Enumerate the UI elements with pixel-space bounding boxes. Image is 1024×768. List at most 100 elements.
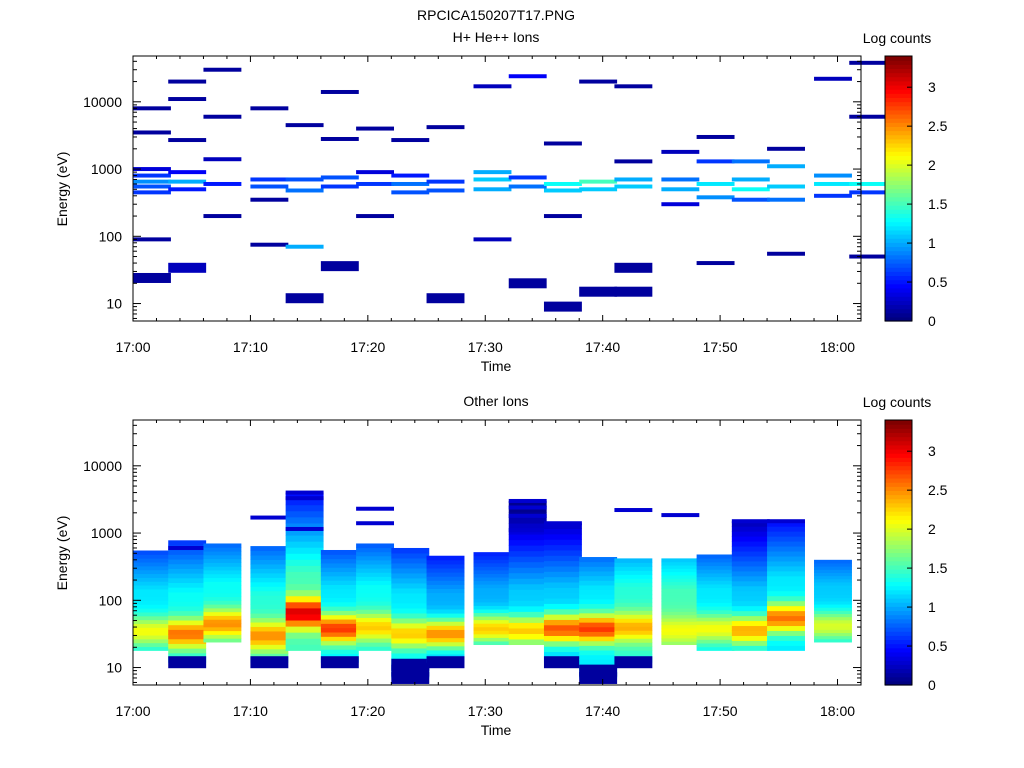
heatmap-cell bbox=[168, 563, 207, 569]
panel2-xlabel: Time bbox=[481, 722, 512, 738]
colorbar-tick-label: 0 bbox=[928, 313, 936, 329]
heatmap-cell bbox=[814, 616, 852, 621]
heatmap-cell bbox=[203, 569, 242, 575]
heatmap-cell bbox=[356, 506, 395, 511]
heatmap-cell bbox=[696, 572, 735, 578]
heatmap-cell bbox=[426, 572, 465, 577]
colorbar-swatch bbox=[885, 639, 912, 645]
heatmap-cell bbox=[203, 562, 242, 567]
heatmap-cell bbox=[661, 624, 700, 629]
colorbar-tick-label: 2.5 bbox=[928, 482, 948, 498]
colorbar-tick-label: 3 bbox=[928, 79, 936, 95]
colorbar-swatch bbox=[885, 577, 912, 583]
heatmap-cell bbox=[731, 560, 770, 567]
heatmap-cell bbox=[614, 508, 653, 513]
colorbar-swatch bbox=[885, 535, 912, 541]
colorbar-swatch bbox=[885, 80, 912, 86]
heatmap-cell bbox=[767, 610, 805, 617]
colorbar-swatch bbox=[885, 482, 912, 487]
heatmap-cell bbox=[203, 214, 242, 219]
heatmap-cell bbox=[614, 286, 653, 297]
heatmap-cell bbox=[579, 557, 618, 563]
heatmap-cell bbox=[579, 626, 618, 632]
heatmap-cell bbox=[203, 581, 242, 586]
heatmap-cell bbox=[133, 179, 171, 184]
heatmap-cell bbox=[473, 569, 512, 574]
colorbar-swatch bbox=[885, 668, 912, 674]
heatmap-cell bbox=[473, 612, 512, 617]
colorbar-swatch bbox=[885, 656, 912, 661]
heatmap-cell bbox=[508, 513, 547, 518]
colorbar-swatch bbox=[885, 271, 912, 277]
heatmap-cell bbox=[614, 159, 653, 164]
heatmap-cell bbox=[814, 572, 852, 577]
heatmap-cell bbox=[168, 582, 207, 588]
heatmap-cell bbox=[508, 611, 547, 618]
colorbar-swatch bbox=[885, 631, 912, 636]
heatmap-cell bbox=[203, 157, 242, 162]
heatmap-cell bbox=[814, 569, 852, 573]
heatmap-cell bbox=[767, 600, 805, 607]
heatmap-cell bbox=[250, 550, 289, 556]
heatmap-cell bbox=[767, 565, 805, 572]
heatmap-cell bbox=[133, 558, 171, 563]
colorbar-swatch bbox=[885, 101, 912, 107]
colorbar-swatch bbox=[885, 506, 912, 512]
heatmap-cell bbox=[508, 528, 547, 533]
heatmap-cell bbox=[250, 617, 289, 623]
heatmap-cell bbox=[168, 568, 207, 574]
heatmap-cell bbox=[696, 624, 735, 629]
colorbar-swatch bbox=[885, 225, 912, 231]
heatmap-cell bbox=[203, 67, 242, 72]
heatmap-cell bbox=[203, 551, 242, 556]
colorbar-swatch bbox=[885, 167, 912, 173]
heatmap-cell bbox=[391, 637, 430, 644]
colorbar-swatch bbox=[885, 548, 912, 554]
heatmap-cell bbox=[168, 648, 207, 654]
heatmap-cell bbox=[814, 626, 852, 630]
heatmap-cell bbox=[391, 577, 430, 584]
heatmap-cell bbox=[814, 585, 852, 589]
x-tick-label: 17:10 bbox=[233, 703, 268, 719]
heatmap-cell bbox=[614, 630, 653, 635]
heatmap-cell bbox=[661, 177, 700, 182]
heatmap-cell bbox=[473, 187, 512, 192]
heatmap-cell bbox=[767, 184, 805, 189]
heatmap-cell bbox=[696, 635, 735, 640]
heatmap-cell bbox=[320, 653, 359, 659]
heatmap-cell bbox=[391, 138, 430, 143]
x-tick-label: 17:20 bbox=[350, 339, 385, 355]
heatmap-cell bbox=[543, 565, 582, 572]
heatmap-cell bbox=[661, 558, 700, 563]
colorbar-tick-label: 0 bbox=[928, 677, 936, 693]
heatmap-cell bbox=[767, 575, 805, 582]
heatmap-cell bbox=[731, 645, 770, 651]
heatmap-cell bbox=[696, 576, 735, 581]
colorbar-swatch bbox=[885, 316, 912, 322]
colorbar-swatch bbox=[885, 461, 912, 467]
heatmap-cell bbox=[661, 604, 700, 609]
panel1-axes: 17:00 17:10 17:20 17:30 17:40 17:50 18:00 10 100… bbox=[83, 56, 862, 355]
heatmap-cell bbox=[391, 557, 430, 564]
heatmap-cell bbox=[285, 496, 324, 501]
heatmap-cell bbox=[356, 613, 395, 618]
heatmap-cell bbox=[356, 170, 395, 175]
heatmap-cell bbox=[614, 634, 653, 639]
heatmap-cell bbox=[426, 584, 465, 589]
heatmap-cell bbox=[661, 581, 700, 586]
heatmap-cell bbox=[168, 656, 207, 669]
heatmap-cell bbox=[767, 526, 805, 532]
heatmap-cell bbox=[508, 175, 547, 180]
heatmap-cell bbox=[168, 573, 207, 579]
heatmap-cell bbox=[614, 84, 653, 89]
colorbar-swatch bbox=[885, 234, 912, 239]
heatmap-cell bbox=[579, 603, 618, 609]
heatmap-cell bbox=[661, 601, 700, 606]
heatmap-cell bbox=[356, 629, 395, 635]
heatmap-cell bbox=[133, 646, 171, 651]
heatmap-cell bbox=[391, 652, 430, 659]
colorbar-swatch bbox=[885, 180, 912, 185]
colorbar-swatch bbox=[885, 238, 912, 243]
heatmap-cell bbox=[731, 541, 770, 547]
heatmap-cell bbox=[731, 575, 770, 582]
